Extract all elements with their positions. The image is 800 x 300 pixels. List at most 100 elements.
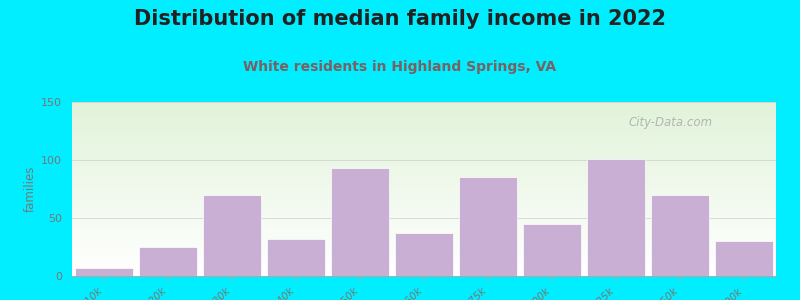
Bar bbox=[72, 113, 776, 114]
Bar bbox=[72, 114, 776, 115]
Bar bbox=[72, 207, 776, 208]
Bar bbox=[72, 237, 776, 238]
Bar bbox=[72, 218, 776, 219]
Bar bbox=[72, 255, 776, 256]
Bar bbox=[72, 162, 776, 163]
Bar bbox=[72, 258, 776, 259]
Bar bbox=[72, 128, 776, 129]
Bar bbox=[72, 189, 776, 190]
Bar bbox=[72, 180, 776, 181]
Bar bbox=[72, 206, 776, 207]
Bar bbox=[72, 236, 776, 237]
Bar bbox=[72, 106, 776, 107]
Bar bbox=[72, 220, 776, 221]
Bar bbox=[72, 105, 776, 106]
Bar bbox=[72, 229, 776, 230]
Bar bbox=[72, 226, 776, 227]
Bar bbox=[72, 148, 776, 149]
Bar bbox=[72, 152, 776, 153]
Bar bbox=[72, 173, 776, 174]
Bar bbox=[72, 178, 776, 179]
Bar bbox=[72, 130, 776, 131]
Bar bbox=[72, 243, 776, 244]
Bar bbox=[72, 132, 776, 133]
Bar bbox=[139, 247, 197, 276]
Bar bbox=[72, 107, 776, 108]
Bar bbox=[72, 198, 776, 199]
Bar bbox=[72, 228, 776, 229]
Bar bbox=[72, 109, 776, 110]
Bar bbox=[72, 214, 776, 215]
Bar bbox=[72, 143, 776, 144]
Bar bbox=[72, 242, 776, 243]
Bar bbox=[72, 209, 776, 210]
Bar bbox=[72, 131, 776, 132]
Bar bbox=[72, 115, 776, 116]
Bar bbox=[72, 273, 776, 274]
Bar bbox=[72, 244, 776, 245]
Bar bbox=[72, 259, 776, 260]
Bar bbox=[72, 223, 776, 224]
Bar bbox=[331, 168, 389, 276]
Bar bbox=[72, 201, 776, 202]
Bar bbox=[651, 195, 709, 276]
Bar bbox=[72, 122, 776, 123]
Bar bbox=[72, 265, 776, 266]
Bar bbox=[72, 216, 776, 217]
Bar bbox=[75, 268, 133, 276]
Bar bbox=[72, 103, 776, 104]
Bar bbox=[72, 168, 776, 169]
Bar bbox=[72, 239, 776, 240]
Text: City-Data.com: City-Data.com bbox=[628, 116, 712, 129]
Bar bbox=[72, 181, 776, 182]
Bar bbox=[72, 232, 776, 233]
Bar bbox=[72, 102, 776, 103]
Bar bbox=[72, 250, 776, 251]
Bar bbox=[72, 208, 776, 209]
Bar bbox=[72, 158, 776, 159]
Bar bbox=[72, 210, 776, 211]
Bar bbox=[72, 246, 776, 247]
Bar bbox=[72, 267, 776, 268]
Bar bbox=[72, 194, 776, 195]
Bar bbox=[72, 169, 776, 170]
Bar bbox=[72, 200, 776, 201]
Text: White residents in Highland Springs, VA: White residents in Highland Springs, VA bbox=[243, 60, 557, 74]
Bar bbox=[72, 191, 776, 192]
Bar bbox=[72, 117, 776, 118]
Bar bbox=[72, 110, 776, 111]
Bar bbox=[72, 263, 776, 264]
Bar bbox=[72, 138, 776, 139]
Bar bbox=[72, 183, 776, 184]
Bar bbox=[72, 125, 776, 126]
Bar bbox=[72, 272, 776, 273]
Bar bbox=[72, 188, 776, 189]
Bar bbox=[72, 275, 776, 276]
Bar bbox=[523, 224, 581, 276]
Bar bbox=[72, 108, 776, 109]
Bar bbox=[72, 215, 776, 216]
Bar bbox=[587, 159, 645, 276]
Bar bbox=[72, 271, 776, 272]
Bar bbox=[72, 270, 776, 271]
Bar bbox=[72, 160, 776, 161]
Text: Distribution of median family income in 2022: Distribution of median family income in … bbox=[134, 9, 666, 29]
Bar bbox=[72, 124, 776, 125]
Bar bbox=[72, 172, 776, 173]
Bar bbox=[72, 199, 776, 200]
Bar bbox=[72, 230, 776, 231]
Bar bbox=[72, 133, 776, 134]
Bar bbox=[72, 174, 776, 175]
Bar bbox=[72, 137, 776, 138]
Bar bbox=[72, 240, 776, 241]
Bar bbox=[72, 140, 776, 141]
Bar bbox=[72, 104, 776, 105]
Bar bbox=[72, 153, 776, 154]
Bar bbox=[72, 227, 776, 228]
Bar bbox=[72, 157, 776, 158]
Bar bbox=[72, 268, 776, 269]
Bar bbox=[72, 184, 776, 185]
Bar bbox=[72, 159, 776, 160]
Bar bbox=[72, 151, 776, 152]
Bar bbox=[72, 149, 776, 150]
